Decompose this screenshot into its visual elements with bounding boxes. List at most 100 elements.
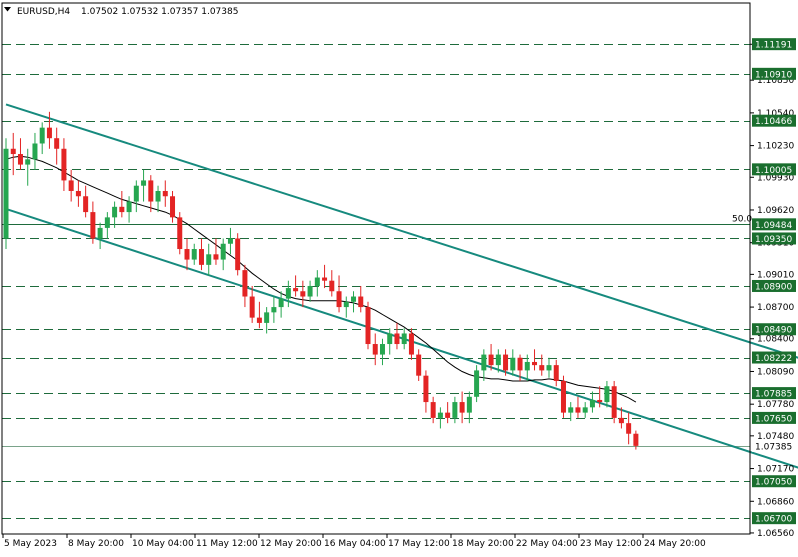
candle-body <box>54 138 60 149</box>
level-price-label-bg <box>752 67 796 80</box>
level-price-label-bg <box>752 512 796 525</box>
candle-body <box>372 344 378 355</box>
level-price-label-bg <box>752 279 796 292</box>
candle-body <box>582 407 588 413</box>
candle-body <box>83 196 89 213</box>
candle-body <box>242 270 248 297</box>
candle-body <box>177 217 183 250</box>
time-tick-label: 23 May 12:00 <box>580 539 642 549</box>
level-price-label-bg <box>752 323 796 336</box>
candle-body <box>119 206 125 213</box>
candle-body <box>307 285 313 297</box>
moving-average <box>5 155 637 403</box>
level-price-label: 1.07650 <box>755 414 792 424</box>
candle-body <box>278 298 284 308</box>
candle-body <box>626 423 632 434</box>
price-tick-label: 1.08700 <box>757 303 794 313</box>
level-price-label: 1.07050 <box>755 478 792 488</box>
candle-body <box>112 206 118 218</box>
candle-body <box>314 277 320 286</box>
candle-body <box>206 254 212 265</box>
level-price-label: 1.07885 <box>755 390 792 400</box>
level-price-label: 1.11191 <box>755 41 792 51</box>
candle-body <box>488 354 494 366</box>
candle-body <box>394 333 400 345</box>
candle-body <box>560 380 566 413</box>
level-price-label: 1.08490 <box>755 326 792 336</box>
level-price-label-bg <box>752 387 796 400</box>
candle-body <box>162 190 168 197</box>
candle-body <box>532 361 538 366</box>
candle-body <box>459 402 465 413</box>
price-tick-label: 1.08400 <box>757 335 794 345</box>
price-tick-label: 1.07480 <box>757 432 794 442</box>
triangle-down-icon[interactable] <box>4 7 11 12</box>
candle-body <box>510 357 516 371</box>
price-tick-label: 1.08090 <box>757 367 794 377</box>
price-tick-label: 1.07170 <box>757 465 794 475</box>
candle-body <box>3 148 9 239</box>
current-price-label: 1.07385 <box>755 442 792 452</box>
candle-body <box>141 180 147 186</box>
level-price-label-bg <box>752 38 796 51</box>
candle-body <box>553 365 559 381</box>
candle-body <box>481 354 487 371</box>
candle-body <box>191 249 197 260</box>
candle-body <box>104 217 110 228</box>
candle-body <box>437 412 443 418</box>
candle-body <box>97 227 103 239</box>
plot-frame <box>1 2 751 535</box>
time-tick-label: 18 May 20:00 <box>452 539 514 549</box>
candle-body <box>568 407 574 413</box>
candle-body <box>517 357 523 371</box>
level-price-label: 1.10005 <box>755 166 792 176</box>
candle-body <box>39 127 45 144</box>
level-price-label: 1.06700 <box>755 515 792 525</box>
candle-body <box>524 361 530 371</box>
candle-body <box>365 307 371 345</box>
candle-body <box>220 243 226 260</box>
candle-body <box>416 354 422 376</box>
candle-body <box>148 180 154 202</box>
price-tick-label: 1.09620 <box>757 206 794 216</box>
candle-body <box>379 344 385 355</box>
time-tick-label: 12 May 20:00 <box>260 539 322 549</box>
time-tick-label: 17 May 12:00 <box>388 539 450 549</box>
level-price-label: 1.10910 <box>755 70 792 80</box>
price-tick-label: 1.10850 <box>757 76 794 86</box>
candle-body <box>322 277 328 281</box>
channel-lower-line <box>5 207 798 469</box>
candle-body <box>17 154 23 165</box>
candle-body <box>589 399 595 408</box>
fib-50-text: 50.0 <box>732 215 752 225</box>
level-price-label-bg <box>752 351 796 364</box>
candle-body <box>285 288 291 299</box>
price-tick-label: 1.06560 <box>757 529 794 539</box>
candle-body <box>264 312 270 323</box>
candle-body <box>329 280 335 292</box>
symbol-timeframe: EURUSD,H4 <box>17 7 70 17</box>
level-price-label: 1.09484 <box>755 221 792 231</box>
candle-body <box>445 412 451 418</box>
time-tick-label: 8 May 20:00 <box>68 539 124 549</box>
candle-body <box>61 148 67 181</box>
level-price-label-bg <box>752 411 796 424</box>
candle-body <box>495 354 501 366</box>
candle-body <box>503 354 509 371</box>
candle-body <box>597 399 603 403</box>
candle-body <box>198 249 204 265</box>
candle-body <box>271 307 277 313</box>
time-tick-label: 10 May 04:00 <box>132 539 194 549</box>
candle-body <box>408 333 414 355</box>
time-tick-label: 16 May 04:00 <box>324 539 386 549</box>
candle-body <box>293 288 299 292</box>
candle-body <box>474 370 480 397</box>
time-tick-label: 5 May 2023 <box>4 539 57 549</box>
candle-body <box>184 249 190 260</box>
ma-line <box>5 155 637 403</box>
level-price-label-bg <box>752 163 796 176</box>
candle-body <box>155 190 161 202</box>
